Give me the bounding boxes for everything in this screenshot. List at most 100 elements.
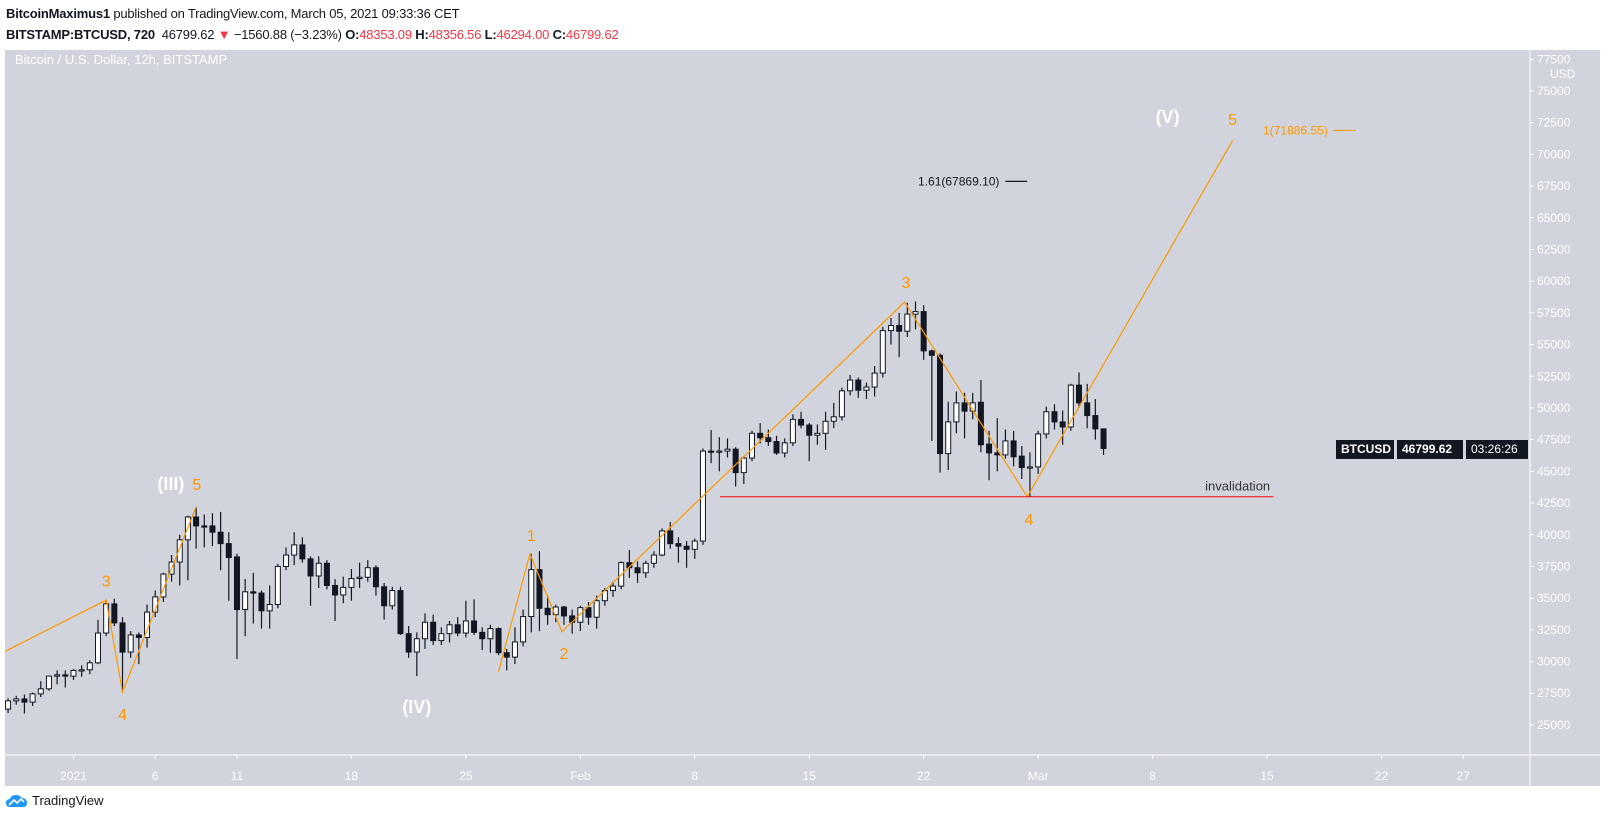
candle[interactable] (127, 631, 134, 658)
candle[interactable] (642, 560, 649, 578)
candle[interactable] (381, 582, 388, 620)
candle[interactable] (421, 613, 428, 649)
candle[interactable] (789, 414, 796, 446)
candle[interactable] (54, 670, 61, 685)
candle[interactable] (675, 537, 682, 563)
candle[interactable] (405, 626, 412, 658)
candle[interactable] (1100, 428, 1107, 455)
wave-label[interactable]: 4 (1024, 512, 1033, 529)
candle[interactable] (103, 600, 110, 637)
candle[interactable] (560, 605, 567, 625)
wave-label[interactable]: 5 (1228, 112, 1237, 129)
candle[interactable] (814, 424, 821, 445)
candle[interactable] (479, 627, 486, 651)
candle[interactable] (446, 620, 453, 643)
candle[interactable] (961, 392, 968, 439)
candle[interactable] (1059, 410, 1066, 445)
candle[interactable] (847, 374, 854, 396)
candle[interactable] (5, 698, 12, 713)
candle[interactable] (887, 317, 894, 345)
candle[interactable] (879, 326, 886, 378)
candle[interactable] (495, 627, 502, 656)
candle[interactable] (896, 312, 903, 358)
candle[interactable] (13, 695, 20, 705)
candle[interactable] (683, 541, 690, 568)
candle[interactable] (708, 430, 715, 464)
candle[interactable] (691, 538, 698, 559)
candle[interactable] (659, 528, 666, 557)
candle[interactable] (904, 302, 911, 337)
candle[interactable] (78, 665, 85, 677)
candle[interactable] (1002, 429, 1009, 459)
candle[interactable] (830, 402, 837, 429)
candle[interactable] (209, 513, 216, 547)
candle[interactable] (577, 605, 584, 632)
candle[interactable] (242, 579, 249, 637)
candle[interactable] (413, 632, 420, 677)
candle[interactable] (21, 694, 28, 714)
candle[interactable] (225, 532, 232, 601)
candle[interactable] (912, 301, 919, 330)
candle[interactable] (928, 349, 935, 441)
candle[interactable] (135, 632, 142, 665)
candle[interactable] (389, 586, 396, 610)
candle[interactable] (454, 617, 461, 637)
candle[interactable] (86, 660, 93, 675)
candle[interactable] (634, 561, 641, 583)
candle[interactable] (650, 551, 657, 568)
candle[interactable] (283, 547, 290, 571)
candle[interactable] (119, 617, 126, 692)
candle[interactable] (62, 670, 69, 688)
candle[interactable] (487, 624, 494, 653)
candle[interactable] (798, 411, 805, 429)
candle[interactable] (503, 648, 510, 671)
wave-label[interactable]: 4 (118, 707, 127, 724)
candle[interactable] (332, 579, 339, 621)
candle[interactable] (315, 556, 322, 589)
candle[interactable] (340, 576, 347, 604)
wave-label[interactable]: 3 (902, 275, 911, 292)
wave-label[interactable]: (IV) (402, 697, 431, 717)
candle[interactable] (1043, 406, 1050, 439)
time-axis[interactable]: 2021 6 11 18 25 Feb 8 15 22 Mar 8 15 22 27 (60, 755, 1470, 783)
candle[interactable] (307, 556, 314, 606)
candle[interactable] (536, 551, 543, 632)
candle[interactable] (29, 692, 36, 706)
candle[interactable] (732, 447, 739, 487)
candle[interactable] (937, 353, 944, 473)
candle[interactable] (1076, 372, 1083, 408)
candle[interactable] (1035, 430, 1042, 474)
candle[interactable] (986, 430, 993, 481)
candle[interactable] (233, 553, 240, 660)
candle[interactable] (348, 568, 355, 601)
elliott-wave-path[interactable] (5, 506, 197, 695)
wave-label[interactable]: (III) (157, 474, 184, 494)
candle[interactable] (773, 435, 780, 455)
candle[interactable] (1084, 383, 1091, 429)
candle[interactable] (430, 614, 437, 646)
candle[interactable] (462, 600, 469, 638)
candle[interactable] (781, 438, 788, 458)
candle[interactable] (520, 609, 527, 647)
candle[interactable] (1067, 383, 1074, 431)
candle[interactable] (945, 401, 952, 471)
candle[interactable] (765, 429, 772, 446)
candle[interactable] (94, 619, 101, 665)
candle[interactable] (528, 553, 535, 633)
candle[interactable] (838, 387, 845, 421)
candle[interactable] (1051, 404, 1058, 430)
candle[interactable] (724, 438, 731, 458)
elliott-wave-path[interactable] (497, 140, 1234, 672)
candle[interactable] (111, 598, 118, 627)
candle[interactable] (749, 430, 756, 462)
candle[interactable] (397, 586, 404, 635)
wave-label[interactable]: 5 (192, 477, 201, 494)
candle[interactable] (45, 675, 52, 691)
candle[interactable] (610, 581, 617, 597)
candle[interactable] (1092, 399, 1099, 440)
candle[interactable] (953, 391, 960, 434)
candle[interactable] (299, 537, 306, 563)
price-axis[interactable]: 77500 75000 72500 70000 67500 65000 62500 60000… (1530, 52, 1571, 732)
candle[interactable] (593, 595, 600, 629)
candle[interactable] (806, 423, 813, 462)
